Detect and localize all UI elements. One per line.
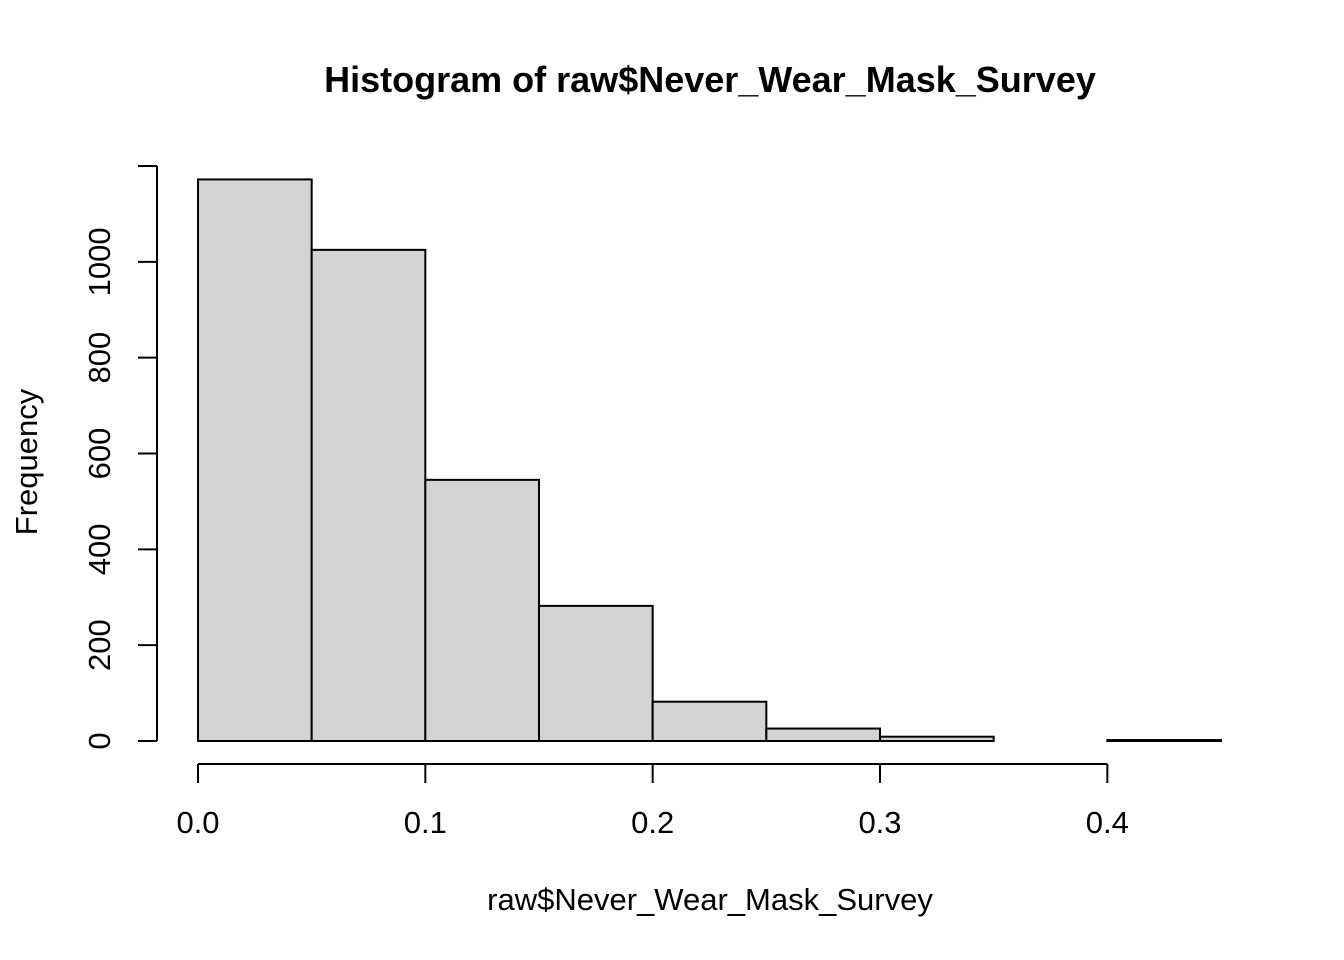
histogram-bar-3 [538, 604, 654, 742]
x-axis: 0.0 0.1 0.2 0.3 0.4 [176, 763, 1129, 840]
y-tick-label-2: 400 [82, 523, 117, 575]
x-tick-label-2: 0.2 [631, 805, 674, 840]
histogram-bar-6 [879, 735, 995, 742]
histogram-bar-0 [197, 178, 313, 742]
y-axis-label: Frequency [9, 388, 44, 535]
histogram-bar-2 [424, 478, 541, 742]
y-tick-label-3: 600 [82, 428, 117, 480]
chart-title: Histogram of raw$Never_Wear_Mask_Survey [324, 59, 1096, 100]
histogram-bar-8 [1106, 739, 1223, 743]
y-tick-label-0: 0 [82, 732, 117, 749]
x-tick-label-3: 0.3 [858, 805, 901, 840]
y-axis: 0 200 400 600 800 1000 [82, 165, 158, 750]
y-tick-label-1: 200 [82, 619, 117, 671]
histogram-bar-5 [765, 727, 881, 743]
y-tick-label-5: 1000 [82, 227, 117, 296]
y-tick-label-4: 800 [82, 332, 117, 384]
x-tick-label-0: 0.0 [176, 805, 219, 840]
histogram-bar-1 [310, 248, 427, 743]
x-tick-label-1: 0.1 [404, 805, 447, 840]
x-axis-label: raw$Never_Wear_Mask_Survey [487, 882, 933, 917]
histogram-bar-4 [651, 700, 768, 742]
histogram-bars [197, 178, 1223, 743]
x-tick-label-4: 0.4 [1086, 805, 1129, 840]
